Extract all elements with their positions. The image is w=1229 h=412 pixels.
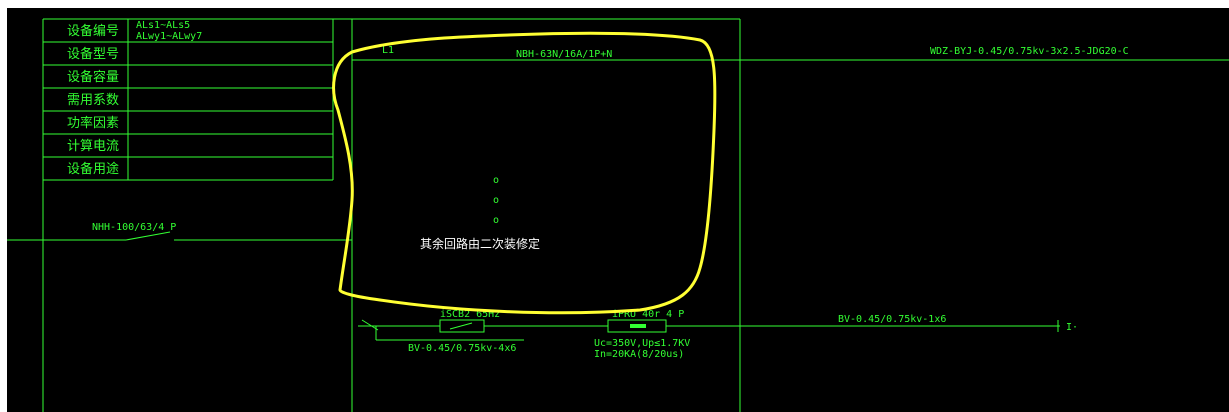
spd-spec-line-1: Uc=350V,Up≤1.7KV xyxy=(594,338,690,349)
branch-breaker-label: NBH-63N/16A/1P+N xyxy=(516,49,612,60)
row-label-power-factor: 功率因素 xyxy=(67,115,119,131)
drawing-background xyxy=(7,8,1229,412)
ground-cable-label: BV-0.45/0.75kv-1x6 xyxy=(838,314,946,325)
ellipsis-dot-2: o xyxy=(493,195,499,206)
surge-breaker-cable-label: BV-0.45/0.75kv-4x6 xyxy=(408,343,516,354)
ellipsis-dot-3: o xyxy=(493,215,499,226)
branch-circuit-l1: L1 NBH-63N/16A/1P+N WDZ-BYJ-0.45/0.75kv-… xyxy=(352,45,1229,61)
row-label-device-capacity: 设备容量 xyxy=(67,69,119,85)
ground-end-label: I· xyxy=(1066,322,1078,333)
branch-cable-label: WDZ-BYJ-0.45/0.75kv-3x2.5-JDG20-C xyxy=(930,46,1129,57)
main-switch-contact xyxy=(125,231,171,241)
device-number-line-1: ALs1~ALs5 xyxy=(136,20,190,31)
ellipsis-dot-1: o xyxy=(493,175,499,186)
equipment-table: 设备编号 ALs1~ALs5 ALwy1~ALwy7 设备型号 设备容量 需用系… xyxy=(43,19,334,181)
spd-spec-line-2: In=20KA(8/20us) xyxy=(594,349,684,360)
circuit-id-label: L1 xyxy=(382,45,394,56)
yellow-annotation-outline xyxy=(332,31,717,315)
row-label-device-usage: 设备用途 xyxy=(67,161,119,177)
note-area: o o o 其余回路由二次装修定 xyxy=(420,175,540,251)
note-text: 其余回路由二次装修定 xyxy=(420,236,540,251)
row-label-calculated-current: 计算电流 xyxy=(67,139,119,154)
device-number-line-2: ALwy1~ALwy7 xyxy=(136,31,202,42)
main-switch-label: NHH-100/63/4 P xyxy=(92,222,176,233)
spd-circuit: iSCB2 65Hz BV-0.45/0.75kv-4x6 iPRU 40r 4… xyxy=(358,309,1078,360)
main-switch: NHH-100/63/4 P xyxy=(7,222,352,241)
row-label-demand-factor: 需用系数 xyxy=(67,93,119,108)
row-label-device-model: 设备型号 xyxy=(67,46,119,62)
surge-breaker-label: iSCB2 65Hz xyxy=(440,309,500,320)
spd-label: iPRU 40r 4 P xyxy=(612,309,684,320)
row-label-device-number: 设备编号 xyxy=(67,23,119,39)
